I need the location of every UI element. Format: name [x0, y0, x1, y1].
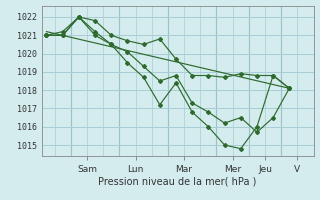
X-axis label: Pression niveau de la mer( hPa ): Pression niveau de la mer( hPa ): [99, 177, 257, 187]
